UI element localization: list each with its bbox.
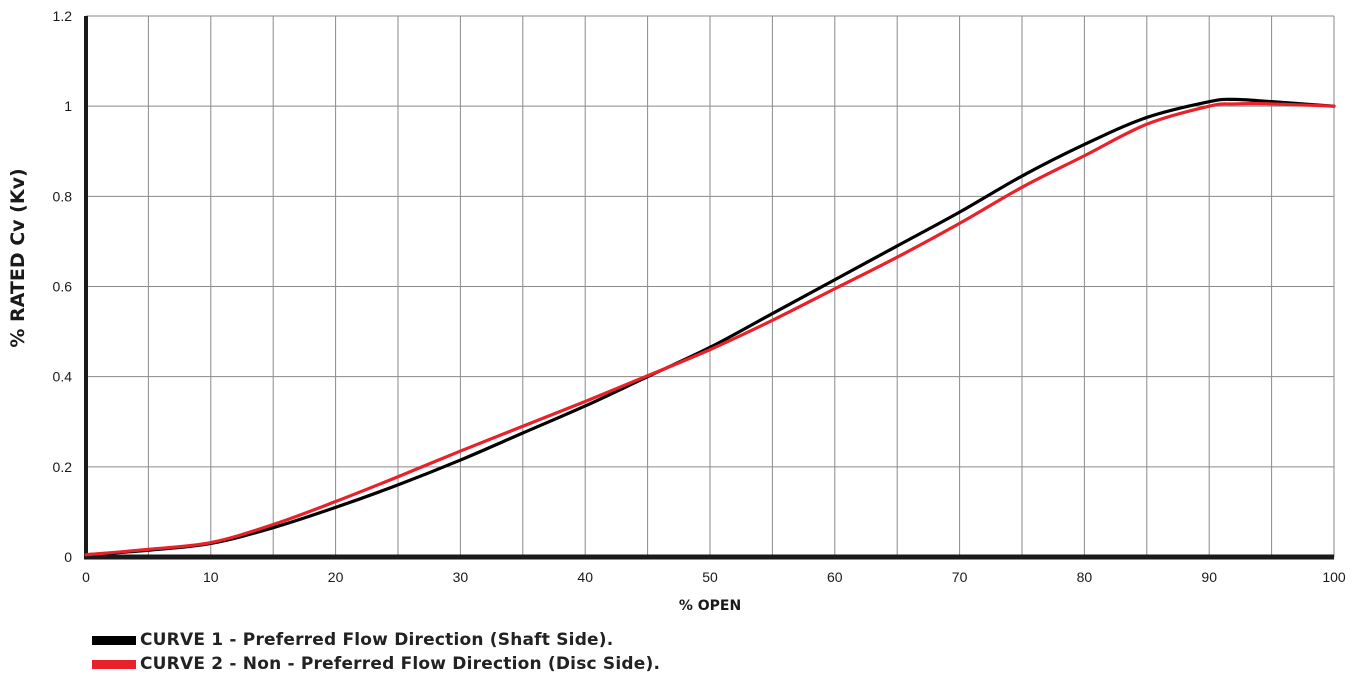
y-tick-label: 0.6 xyxy=(53,279,73,295)
tick-labels: 0 10 20 30 40 50 60 70 80 90 100 0 0.2 0.4 0.6 0.8 1 1.2 xyxy=(53,8,1346,585)
x-tick-label: 80 xyxy=(1077,569,1093,585)
axes xyxy=(84,16,1334,560)
y-tick-label: 0 xyxy=(64,549,72,565)
legend-swatch-curve-2 xyxy=(92,659,136,669)
x-tick-label: 0 xyxy=(82,569,90,585)
y-tick-label: 1 xyxy=(64,98,72,114)
x-tick-label: 70 xyxy=(952,569,968,585)
y-tick-label: 0.4 xyxy=(53,369,73,385)
y-tick-label: 1.2 xyxy=(53,8,73,24)
x-axis-title: % OPEN xyxy=(679,598,741,614)
y-tick-label: 0.2 xyxy=(53,459,73,475)
x-tick-label: 40 xyxy=(577,569,593,585)
series-line-curve-2 xyxy=(84,102,1336,557)
data-series xyxy=(84,97,1336,557)
y-axis-title: % RATED Cv (Kv) xyxy=(7,168,29,347)
legend-item-curve-1: CURVE 1 - Preferred Flow Direction (Shaf… xyxy=(92,628,660,652)
legend-item-curve-2: CURVE 2 - Non - Preferred Flow Direction… xyxy=(92,652,660,676)
legend-label-curve-2: CURVE 2 - Non - Preferred Flow Direction… xyxy=(140,654,661,674)
x-tick-label: 20 xyxy=(328,569,344,585)
legend-swatch-curve-1 xyxy=(92,635,136,645)
y-tick-label: 0.8 xyxy=(53,188,73,204)
series-line-curve-1 xyxy=(84,97,1336,557)
grid-lines xyxy=(86,15,1335,557)
x-tick-label: 60 xyxy=(827,569,843,585)
x-tick-label: 100 xyxy=(1322,569,1346,585)
legend-label-curve-1: CURVE 1 - Preferred Flow Direction (Shaf… xyxy=(140,630,614,650)
x-tick-label: 30 xyxy=(453,569,469,585)
x-tick-label: 90 xyxy=(1201,569,1217,585)
legend: CURVE 1 - Preferred Flow Direction (Shaf… xyxy=(92,628,660,676)
x-tick-label: 10 xyxy=(203,569,219,585)
x-tick-label: 50 xyxy=(702,569,718,585)
